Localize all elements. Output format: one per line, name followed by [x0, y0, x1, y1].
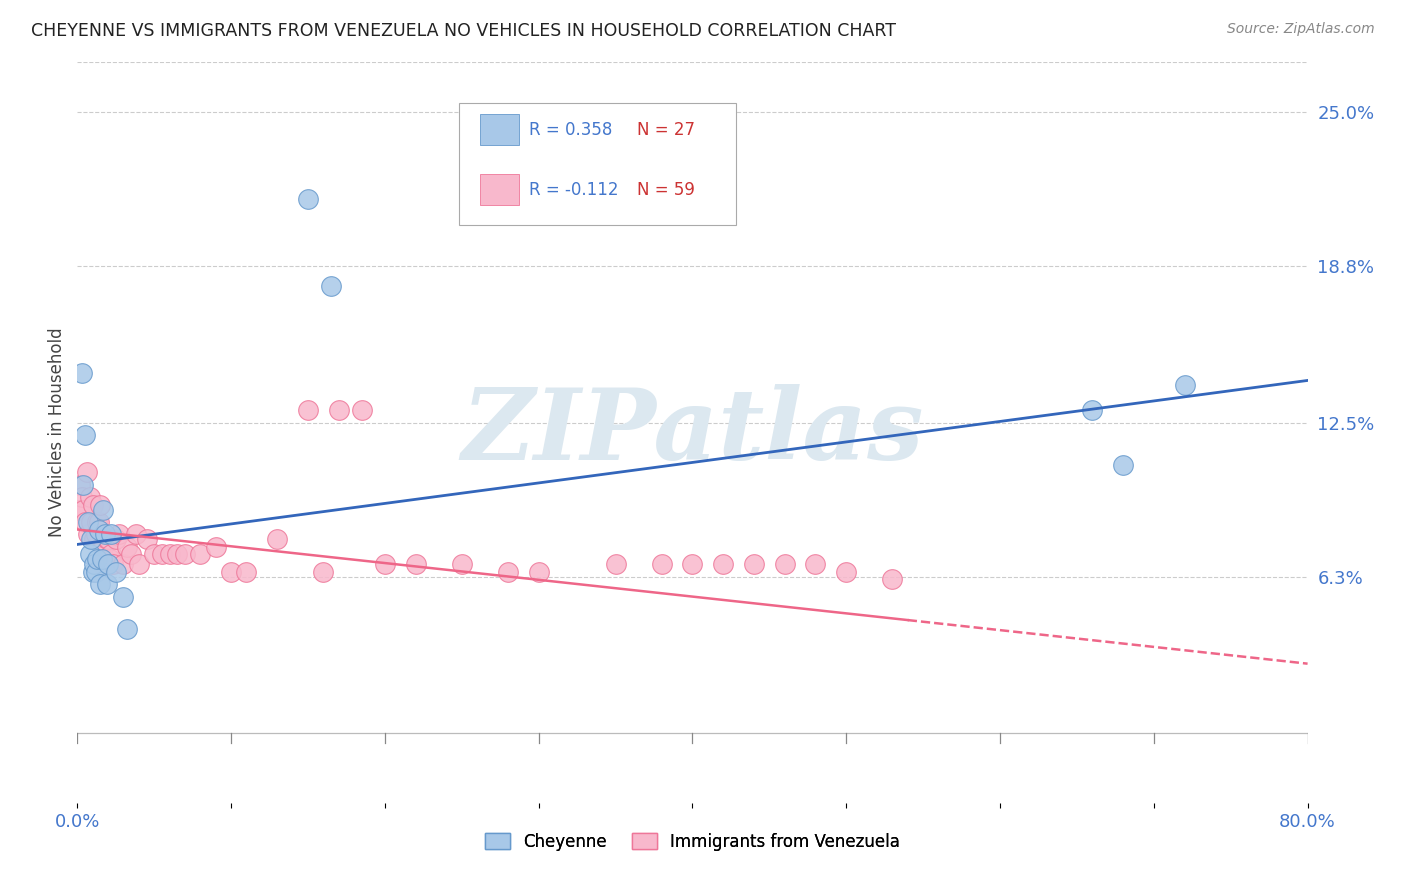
Point	[84, 565, 107, 579]
Point	[93, 502, 115, 516]
Point	[835, 565, 858, 579]
Y-axis label: No Vehicles in Household: No Vehicles in Household	[48, 327, 66, 538]
Point	[125, 527, 148, 541]
Point	[104, 533, 127, 547]
Point	[496, 565, 519, 579]
Point	[773, 558, 796, 572]
Point	[82, 565, 104, 579]
Point	[72, 477, 94, 491]
Point	[69, 477, 91, 491]
Point	[80, 515, 103, 529]
Point	[86, 552, 108, 566]
Text: R = -0.112: R = -0.112	[529, 181, 619, 199]
Point	[83, 558, 105, 572]
Point	[77, 515, 100, 529]
Point	[108, 527, 131, 541]
Point	[96, 533, 118, 547]
Point	[83, 533, 105, 547]
Point	[76, 466, 98, 480]
Point	[143, 547, 166, 561]
Point	[89, 577, 111, 591]
Point	[188, 547, 212, 561]
Point	[97, 558, 120, 572]
Point	[297, 192, 319, 206]
FancyBboxPatch shape	[479, 174, 519, 205]
Point	[96, 577, 118, 591]
Point	[79, 547, 101, 561]
Point	[128, 558, 150, 572]
Point	[104, 565, 127, 579]
Point	[1174, 378, 1197, 392]
Point	[84, 527, 107, 541]
Text: R = 0.358: R = 0.358	[529, 120, 612, 139]
Text: ZIPatlas: ZIPatlas	[461, 384, 924, 481]
Point	[112, 590, 135, 604]
Point	[86, 515, 108, 529]
Point	[711, 558, 734, 572]
Text: N = 59: N = 59	[637, 181, 695, 199]
Point	[90, 558, 114, 572]
Point	[94, 552, 117, 566]
Point	[174, 547, 197, 561]
Point	[605, 558, 627, 572]
Point	[82, 498, 104, 512]
Point	[80, 533, 103, 547]
Point	[312, 565, 335, 579]
Point	[159, 547, 181, 561]
Point	[100, 527, 122, 541]
Point	[450, 558, 472, 572]
Point	[204, 540, 226, 554]
Point	[374, 558, 396, 572]
Text: CHEYENNE VS IMMIGRANTS FROM VENEZUELA NO VEHICLES IN HOUSEHOLD CORRELATION CHART: CHEYENNE VS IMMIGRANTS FROM VENEZUELA NO…	[31, 22, 896, 40]
Point	[94, 527, 117, 541]
Point	[97, 533, 120, 547]
Point	[112, 558, 135, 572]
Point	[101, 558, 124, 572]
Point	[93, 540, 115, 554]
Point	[120, 547, 142, 561]
Point	[297, 403, 319, 417]
Point	[742, 558, 765, 572]
Point	[651, 558, 673, 572]
Point	[89, 498, 111, 512]
Point	[219, 565, 242, 579]
Text: Source: ZipAtlas.com: Source: ZipAtlas.com	[1227, 22, 1375, 37]
Point	[266, 533, 288, 547]
Point	[527, 565, 550, 579]
Point	[115, 622, 138, 636]
Point	[100, 547, 122, 561]
Point	[87, 515, 110, 529]
FancyBboxPatch shape	[479, 114, 519, 145]
Point	[115, 540, 138, 554]
Point	[98, 552, 121, 566]
Point	[682, 558, 704, 572]
Point	[72, 502, 94, 516]
Point	[804, 558, 827, 572]
Point	[328, 403, 350, 417]
Point	[166, 547, 188, 561]
Point	[235, 565, 257, 579]
Point	[67, 502, 90, 516]
Point	[90, 552, 114, 566]
FancyBboxPatch shape	[458, 103, 735, 226]
Point	[1112, 458, 1135, 472]
Point	[350, 403, 373, 417]
Point	[73, 515, 96, 529]
Point	[77, 527, 100, 541]
Legend: Cheyenne, Immigrants from Venezuela: Cheyenne, Immigrants from Venezuela	[478, 826, 907, 857]
Point	[135, 533, 157, 547]
Point	[882, 572, 904, 586]
Point	[79, 490, 101, 504]
Point	[319, 279, 342, 293]
Point	[73, 428, 96, 442]
Point	[70, 490, 93, 504]
Point	[70, 366, 93, 380]
Point	[150, 547, 173, 561]
Point	[87, 523, 110, 537]
Point	[405, 558, 427, 572]
Text: N = 27: N = 27	[637, 120, 695, 139]
Point	[1081, 403, 1104, 417]
